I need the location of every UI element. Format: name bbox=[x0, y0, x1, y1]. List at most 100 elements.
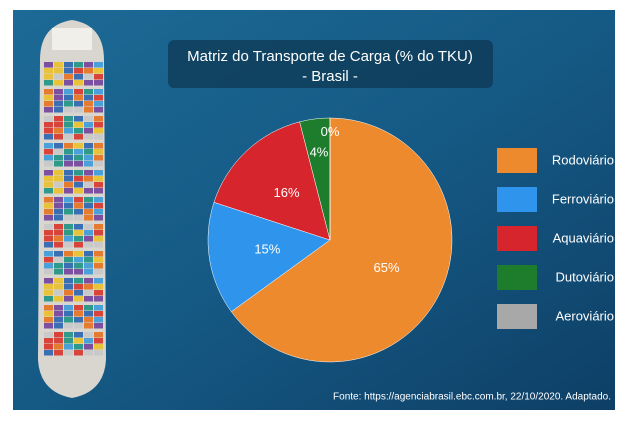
ship-container bbox=[74, 242, 83, 248]
ship-container bbox=[74, 311, 83, 317]
ship-container bbox=[74, 155, 83, 161]
ship-container bbox=[74, 107, 83, 113]
ship-container bbox=[84, 134, 93, 140]
ship-container bbox=[64, 209, 73, 215]
ship-container bbox=[94, 332, 103, 338]
ship-container bbox=[94, 224, 103, 230]
ship-container bbox=[74, 128, 83, 134]
legend-swatch bbox=[497, 265, 537, 290]
ship-container bbox=[64, 284, 73, 290]
ship-container bbox=[44, 305, 53, 311]
chart-subtitle: - Brasil - bbox=[302, 68, 358, 85]
ship-container bbox=[94, 128, 103, 134]
ship-container bbox=[84, 251, 93, 257]
data-label: 0% bbox=[321, 124, 340, 139]
ship-container bbox=[74, 170, 83, 176]
ship-container bbox=[74, 290, 83, 296]
ship-container bbox=[94, 242, 103, 248]
legend-label: Rodoviário bbox=[552, 152, 614, 167]
ship-container bbox=[94, 89, 103, 95]
ship-container bbox=[64, 257, 73, 263]
ship-container bbox=[54, 128, 63, 134]
ship-container bbox=[84, 296, 93, 302]
ship-container bbox=[44, 332, 53, 338]
ship-container bbox=[74, 95, 83, 101]
ship-container bbox=[74, 317, 83, 323]
ship-container bbox=[94, 122, 103, 128]
ship-container bbox=[54, 155, 63, 161]
ship-container bbox=[54, 176, 63, 182]
chart-title: Matriz do Transporte de Carga (% do TKU) bbox=[187, 48, 473, 65]
ship-container bbox=[84, 161, 93, 167]
ship-container bbox=[54, 209, 63, 215]
ship-container bbox=[84, 182, 93, 188]
ship-container bbox=[94, 296, 103, 302]
ship-container bbox=[44, 311, 53, 317]
ship-container bbox=[54, 290, 63, 296]
ship-container bbox=[74, 296, 83, 302]
ship-container bbox=[74, 182, 83, 188]
ship-container bbox=[74, 62, 83, 68]
ship-container bbox=[94, 149, 103, 155]
ship-container bbox=[54, 284, 63, 290]
ship-container bbox=[84, 80, 93, 86]
ship-container bbox=[44, 149, 53, 155]
ship-container bbox=[64, 89, 73, 95]
ship-container bbox=[54, 143, 63, 149]
ship-container bbox=[44, 278, 53, 284]
ship-container bbox=[84, 344, 93, 350]
ship-container bbox=[84, 209, 93, 215]
ship-container bbox=[74, 197, 83, 203]
ship-container bbox=[44, 344, 53, 350]
ship-container bbox=[54, 230, 63, 236]
ship-container bbox=[74, 143, 83, 149]
pie-slice bbox=[230, 117, 453, 363]
ship-container bbox=[44, 236, 53, 242]
ship-container bbox=[84, 107, 93, 113]
ship-container bbox=[94, 215, 103, 221]
ship-container bbox=[64, 350, 73, 356]
legend-swatch bbox=[497, 304, 537, 329]
ship-container bbox=[74, 224, 83, 230]
ship-container bbox=[64, 197, 73, 203]
ship-container bbox=[64, 122, 73, 128]
ship-container bbox=[84, 128, 93, 134]
ship-container bbox=[64, 236, 73, 242]
ship-container bbox=[44, 257, 53, 263]
ship-container bbox=[44, 68, 53, 74]
ship-container bbox=[84, 68, 93, 74]
ship-container bbox=[64, 143, 73, 149]
ship-container bbox=[74, 350, 83, 356]
data-label: 15% bbox=[254, 241, 280, 256]
ship-container bbox=[54, 95, 63, 101]
ship-container bbox=[64, 80, 73, 86]
ship-container bbox=[54, 338, 63, 344]
ship-container bbox=[94, 188, 103, 194]
ship-container bbox=[74, 278, 83, 284]
ship-container bbox=[64, 116, 73, 122]
legend-label: Aeroviário bbox=[555, 308, 614, 323]
ship-bridge bbox=[52, 28, 92, 50]
pie-slice bbox=[213, 121, 331, 241]
ship-container bbox=[94, 290, 103, 296]
ship-container bbox=[84, 188, 93, 194]
ship-container bbox=[84, 284, 93, 290]
ship-container bbox=[54, 215, 63, 221]
ship-container bbox=[44, 215, 53, 221]
ship-container bbox=[84, 101, 93, 107]
ship-container bbox=[94, 116, 103, 122]
ship-container bbox=[94, 134, 103, 140]
ship-container bbox=[64, 224, 73, 230]
ship-container bbox=[84, 290, 93, 296]
ship-container bbox=[54, 134, 63, 140]
ship-container bbox=[94, 62, 103, 68]
ship-container bbox=[44, 251, 53, 257]
ship-container bbox=[84, 257, 93, 263]
ship-container bbox=[84, 230, 93, 236]
ship-container bbox=[54, 149, 63, 155]
ship-container bbox=[84, 74, 93, 80]
ship-container bbox=[64, 269, 73, 275]
ship-container bbox=[94, 305, 103, 311]
ship-container bbox=[54, 62, 63, 68]
ship-container bbox=[44, 263, 53, 269]
